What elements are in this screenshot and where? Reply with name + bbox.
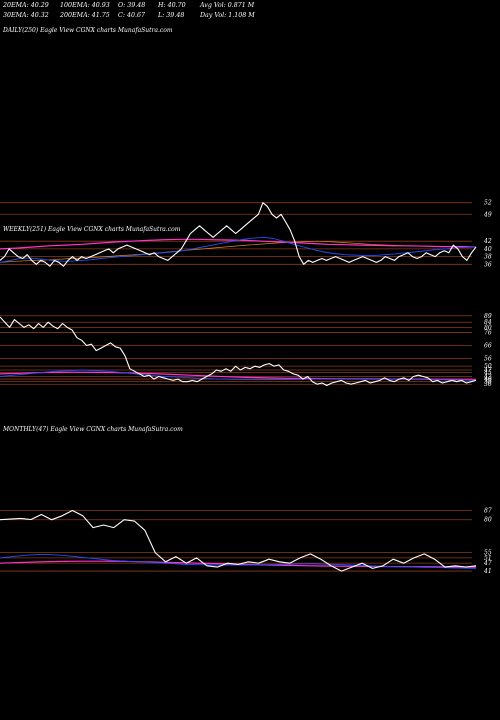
y-tick-label-weekly-lower-3: 76: [484, 330, 492, 337]
y-tick-label-weekly-lower-0: 89: [484, 313, 492, 320]
y-tick-label-weekly-lower-10: 40: [483, 376, 492, 383]
series-line-weekly-lower-0: [0, 316, 477, 387]
y-tick-label-monthly-3: 51: [484, 555, 492, 562]
y-tick-label-weekly-lower-12: 36: [484, 381, 492, 388]
y-tick-label-weekly-lower-4: 66: [484, 342, 492, 349]
y-tick-label-weekly-lower-7: 47: [483, 367, 492, 374]
y-tick-label-weekly-lower-11: 38: [484, 379, 492, 386]
daily-panel-title: DAILY(250) Eagle View CGNX charts Munafa…: [3, 27, 173, 34]
y-tick-label-monthly-2: 55: [484, 550, 492, 557]
y-tick-label-monthly-1: 80: [484, 517, 492, 524]
y-tick-label-weekly-1: 49: [483, 211, 492, 218]
series-line-weekly-1: [0, 236, 477, 263]
day-vol-readout: Day Vol: 1.108 M: [200, 12, 255, 19]
y-tick-label-weekly-lower-5: 56: [484, 355, 492, 362]
y-tick-label-weekly-lower-6: 50: [484, 363, 492, 370]
y-tick-label-weekly-2: 42: [483, 238, 492, 245]
ema200-readout: 200EMA: 41.75: [60, 12, 110, 19]
series-line-monthly-1: [0, 554, 477, 569]
y-tick-label-weekly-lower-2: 80: [484, 324, 492, 331]
y-tick-label-weekly-3: 40: [483, 246, 492, 253]
monthly-panel-title: MONTHLY(47) Eagle View CGNX charts Munaf…: [3, 426, 183, 433]
close-readout: C: 40.67: [118, 12, 145, 19]
series-line-monthly-0: [0, 509, 477, 572]
weekly-panel-title: WEEKLY(251) Eagle View CGNX charts Munaf…: [3, 226, 181, 233]
ema100-readout: 100EMA: 40.93: [60, 2, 110, 9]
y-tick-label-monthly-0: 87: [484, 508, 492, 515]
y-tick-label-weekly-lower-9: 42: [483, 373, 492, 380]
low-readout: L: 39.48: [158, 12, 185, 19]
high-readout: H: 40.70: [158, 2, 186, 9]
y-tick-label-weekly-4: 38: [484, 254, 492, 261]
y-tick-label-weekly-lower-1: 84: [484, 319, 492, 326]
ema20-readout: 20EMA: 40.29: [3, 2, 49, 9]
avg-vol-readout: Avg Vol: 0.871 M: [200, 2, 255, 9]
series-line-weekly-0: [0, 202, 477, 267]
y-tick-label-monthly-5: 41: [483, 568, 492, 575]
y-tick-label-weekly-lower-8: 45: [483, 370, 492, 377]
y-tick-label-weekly-0: 52: [484, 200, 492, 207]
series-line-weekly-2: [0, 238, 477, 250]
y-tick-label-weekly-5: 36: [484, 261, 492, 268]
y-tick-label-monthly-4: 47: [483, 560, 492, 567]
ema30-readout: 30EMA: 40.32: [3, 12, 49, 19]
open-readout: O: 39.48: [118, 2, 146, 9]
series-line-weekly-lower-1: [0, 369, 477, 381]
